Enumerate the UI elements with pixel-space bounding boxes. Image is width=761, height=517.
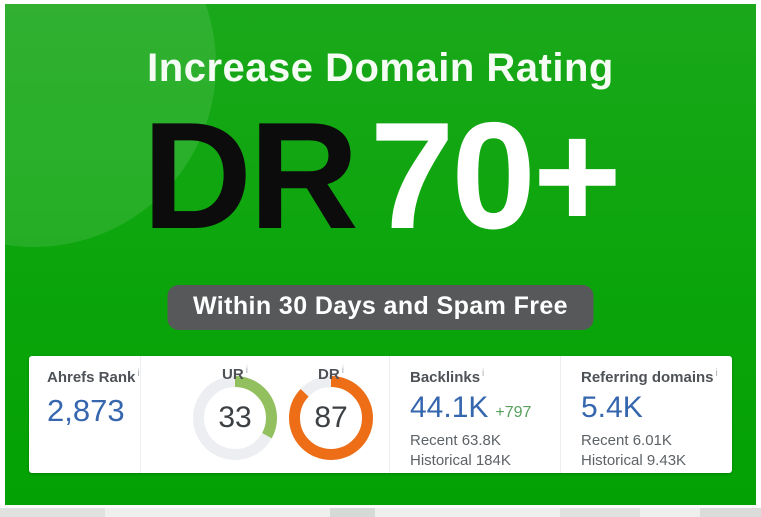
dr-gauge: DR i 87 (285, 356, 377, 473)
info-icon: i (482, 368, 485, 379)
stat-backlinks: Backlinks i 44.1K +797 Recent 63.8K Histor… (390, 356, 561, 473)
ahrefs-stats-panel: Ahrefs Rank i 2,873 UR i 33 DR i (29, 356, 732, 473)
banner-title: Increase Domain Rating (147, 46, 614, 90)
ur-donut-chart (193, 376, 277, 460)
page-fragment-segment (330, 508, 375, 517)
info-icon: i (137, 368, 140, 379)
referring-domains-historical: Historical 9.43K (581, 452, 687, 469)
ur-gauge: UR i 33 (189, 356, 281, 473)
ur-value: 33 (218, 401, 252, 434)
promo-banner: Increase Domain Rating DR70+ Within 30 D… (5, 4, 756, 505)
referring-domains-label-text: Referring domains (581, 369, 714, 386)
page-fragment-row (0, 508, 761, 517)
ahrefs-rank-value: 2,873 (47, 393, 125, 428)
referring-domains-label: Referring domains i (581, 368, 732, 386)
ur-label: UR i (189, 365, 281, 383)
backlinks-recent: Recent 63.8K (410, 432, 501, 449)
page-below-fragment (0, 505, 761, 517)
ahrefs-rank-label-text: Ahrefs Rank (47, 369, 136, 386)
stat-ahrefs-rank: Ahrefs Rank i 2,873 (29, 356, 141, 473)
headline-dr: DR (142, 91, 359, 261)
headline: DR70+ (5, 92, 756, 260)
guarantee-pill: Within 30 Days and Spam Free (167, 285, 594, 330)
referring-domains-value: 5.4K (581, 391, 643, 424)
dr-donut-chart (289, 376, 373, 460)
stat-referring-domains: Referring domains i 5.4K Recent 6.01K His… (561, 356, 732, 473)
ahrefs-rank-label: Ahrefs Rank i (47, 368, 140, 386)
page-fragment-segment (560, 508, 640, 517)
headline-value: 70+ (369, 91, 622, 261)
referring-domains-recent: Recent 6.01K (581, 432, 672, 449)
page-fragment-segment (0, 508, 105, 517)
referring-domains-value-row: 5.4K (581, 391, 732, 425)
backlinks-label-text: Backlinks (410, 369, 481, 386)
backlinks-value-row: 44.1K +797 (410, 391, 560, 425)
backlinks-delta: +797 (495, 404, 532, 421)
dr-label: DR i (285, 365, 377, 383)
page-fragment-segment (700, 508, 761, 517)
rating-gauges: UR i 33 DR i 87 (141, 356, 390, 473)
backlinks-value: 44.1K (410, 391, 489, 424)
backlinks-historical: Historical 184K (410, 452, 511, 469)
info-icon: i (341, 365, 344, 376)
info-icon: i (245, 365, 248, 376)
dr-label-text: DR (318, 366, 340, 383)
dr-value: 87 (314, 401, 348, 434)
backlinks-label: Backlinks i (410, 368, 560, 386)
ur-label-text: UR (222, 366, 244, 383)
info-icon: i (715, 368, 718, 379)
